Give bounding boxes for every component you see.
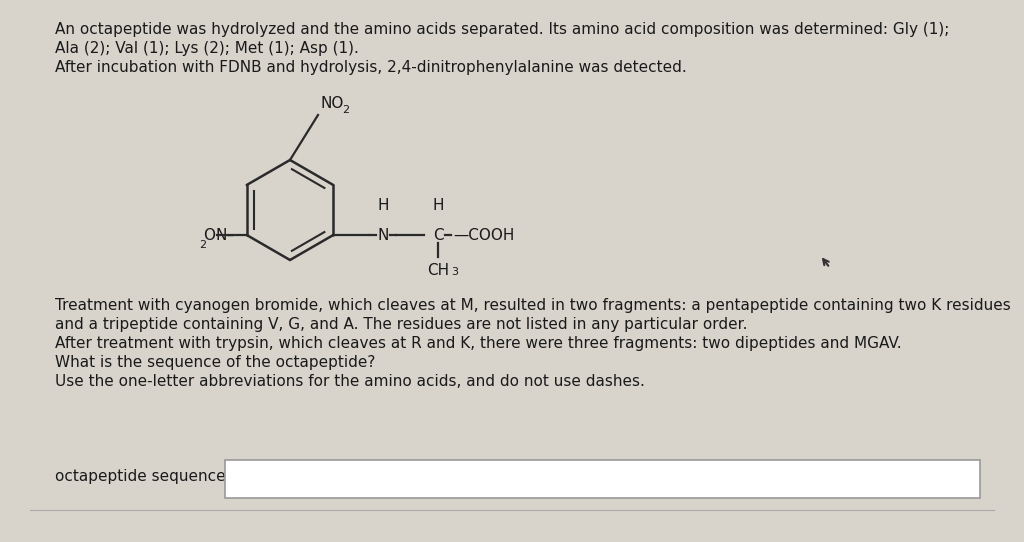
Text: An octapeptide was hydrolyzed and the amino acids separated. Its amino acid comp: An octapeptide was hydrolyzed and the am…: [55, 22, 949, 37]
Text: H: H: [378, 198, 389, 213]
Text: Ala (2); Val (1); Lys (2); Met (1); Asp (1).: Ala (2); Val (1); Lys (2); Met (1); Asp …: [55, 41, 358, 56]
Text: octapeptide sequence:: octapeptide sequence:: [55, 469, 230, 485]
Text: H: H: [432, 198, 444, 213]
Text: Treatment with cyanogen bromide, which cleaves at M, resulted in two fragments: : Treatment with cyanogen bromide, which c…: [55, 298, 1011, 313]
Text: 3: 3: [452, 267, 459, 277]
Text: N: N: [378, 228, 389, 242]
Text: 2: 2: [342, 105, 349, 115]
Text: After treatment with trypsin, which cleaves at R and K, there were three fragmen: After treatment with trypsin, which clea…: [55, 336, 901, 351]
Text: NO: NO: [319, 96, 343, 111]
Text: C: C: [433, 228, 443, 242]
Text: —COOH: —COOH: [454, 228, 515, 242]
Text: 2: 2: [200, 240, 207, 250]
Text: CH: CH: [427, 263, 450, 278]
Text: What is the sequence of the octapeptide?: What is the sequence of the octapeptide?: [55, 355, 376, 370]
Text: N–: N–: [216, 228, 234, 242]
Text: Use the one-letter abbreviations for the amino acids, and do not use dashes.: Use the one-letter abbreviations for the…: [55, 374, 645, 389]
Text: and a tripeptide containing V, G, and A. The residues are not listed in any part: and a tripeptide containing V, G, and A.…: [55, 317, 748, 332]
Text: After incubation with FDNB and hydrolysis, 2,4-dinitrophenylalanine was detected: After incubation with FDNB and hydrolysi…: [55, 60, 687, 75]
Bar: [225, 460, 980, 498]
Text: O: O: [203, 228, 215, 242]
